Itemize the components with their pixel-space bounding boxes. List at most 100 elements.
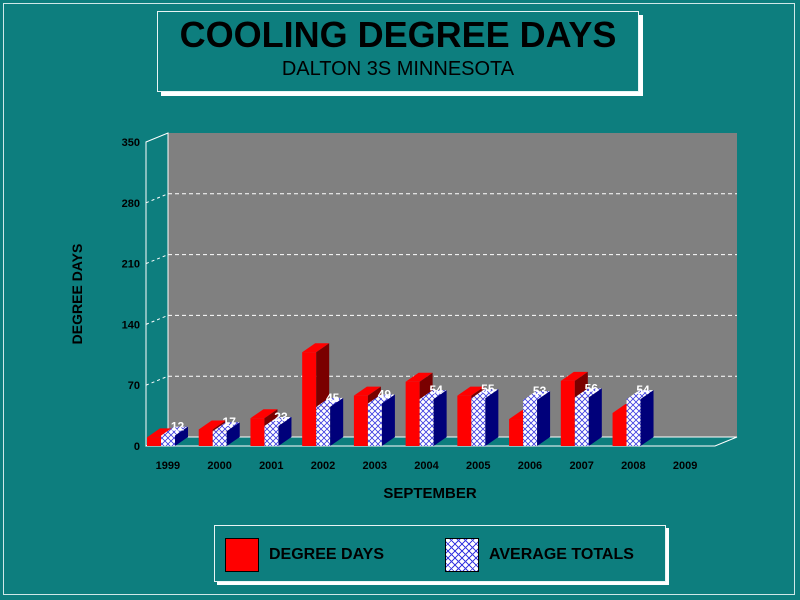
chart-title: COOLING DEGREE DAYS [179, 14, 617, 55]
y-tick-label: 280 [122, 198, 140, 210]
x-tick-label: 2006 [518, 460, 542, 472]
bar-degree-days-top [560, 371, 588, 381]
legend-swatch-degree-days [225, 538, 259, 572]
bar-average-totals-top [523, 390, 551, 400]
chart-subtitle: DALTON 3S MINNESOTA [281, 58, 515, 80]
bar-average-totals [419, 390, 447, 446]
bar-average-totals [574, 388, 602, 446]
bar-average-totals-front [419, 399, 434, 446]
bar-average-totals-front [574, 397, 589, 446]
bar-average-totals [626, 390, 654, 446]
bar-degree-days-front [405, 381, 420, 446]
bar-degree-days-front [198, 429, 213, 446]
bar-degree-days-top [302, 343, 330, 353]
axes-layer: 0 70 140 210 280 350 DEGREE DAYS SEPTEMBER 1999 2… [69, 137, 697, 502]
bar-average-totals-side [537, 390, 551, 446]
bar-average-totals-top [419, 390, 447, 400]
x-tick-label: 2002 [311, 460, 335, 472]
bar-average-totals-top [574, 388, 602, 398]
bar-degree-days-top [405, 372, 433, 382]
bar-average-totals [212, 422, 240, 446]
plot-side-wall [145, 132, 169, 447]
x-tick-label: 2003 [363, 460, 387, 472]
bar-average-totals-top [471, 389, 499, 399]
bar-average-totals-front [264, 426, 279, 446]
title-box: COOLING DEGREE DAYS DALTON 3S MINNESOTA [157, 11, 639, 92]
bar-average-totals-top [212, 422, 240, 432]
y-axis-label: DEGREE DAYS [69, 244, 85, 345]
data-label-average-totals: 54 [429, 383, 443, 397]
bar-average-totals-top [367, 394, 395, 404]
x-tick-label: 1999 [156, 460, 180, 472]
bar-average-totals-front [523, 399, 538, 446]
bar-average-totals-side [485, 389, 499, 446]
bar-degree-days-top [353, 386, 381, 396]
bar-degree-days-top [147, 428, 174, 438]
bar-average-totals-side [175, 426, 188, 446]
data-label-average-totals: 53 [533, 384, 547, 398]
bar-average-totals [316, 397, 344, 446]
bar-degree-days-top [457, 386, 485, 396]
bar-average-totals-side [226, 422, 240, 446]
bar-degree-days-front [302, 352, 317, 446]
legend: DEGREE DAYS AVERAGE TOTALS [214, 525, 666, 582]
legend-label-degree-days: DEGREE DAYS [269, 546, 384, 563]
bar-degree-days-front [147, 437, 161, 446]
bar-degree-days-front [560, 380, 575, 446]
bar-degree-days-top [198, 420, 226, 430]
x-tick-label: 2001 [259, 460, 283, 472]
bar-average-totals-front [316, 406, 331, 446]
bar-average-totals-front [626, 399, 641, 446]
data-label-average-totals: 56 [585, 381, 599, 395]
bar-average-totals [264, 417, 292, 446]
bar-degree-days-top [250, 409, 278, 419]
bar-average-totals-side [278, 417, 292, 446]
bar-average-totals [471, 389, 499, 446]
x-tick-label: 2009 [673, 460, 697, 472]
bar-degree-days-front [353, 395, 368, 446]
x-tick-label: 2007 [569, 460, 593, 472]
x-tick-label: 2005 [466, 460, 490, 472]
data-label-average-totals: 17 [223, 415, 237, 429]
y-tick-label: 140 [122, 319, 140, 331]
x-tick-label: 2008 [621, 460, 645, 472]
bar-degree-days-front [612, 412, 627, 446]
bar-average-totals-front [161, 435, 175, 446]
bar-average-totals-side [381, 394, 395, 446]
data-label-average-totals: 12 [171, 420, 185, 434]
data-label-average-totals: 45 [326, 391, 340, 405]
labels-layer: 12 17 23 45 49 54 55 53 56 54 [171, 381, 650, 433]
y-tick-label: 210 [122, 259, 140, 271]
gridline-side [145, 193, 169, 204]
bar-average-totals-side [588, 388, 602, 446]
legend-label-average-totals: AVERAGE TOTALS [489, 546, 634, 563]
data-label-average-totals: 23 [274, 410, 288, 424]
legend-swatch-average-totals [445, 538, 479, 572]
x-tick-label: 2000 [207, 460, 231, 472]
bars-layer [147, 343, 654, 446]
bar-average-totals-top [161, 426, 188, 436]
bar-average-totals [161, 426, 188, 446]
data-label-average-totals: 54 [636, 383, 650, 397]
y-tick-label: 70 [128, 380, 140, 392]
bar-average-totals-front [367, 403, 382, 446]
x-tick-label: 2004 [414, 460, 439, 472]
bar-average-totals-side [433, 390, 447, 446]
bar-degree-days-front [509, 419, 524, 446]
plot-back-wall [168, 133, 737, 437]
x-axis-label: SEPTEMBER [383, 485, 477, 502]
bar-degree-days-front [457, 395, 472, 446]
data-label-average-totals: 49 [378, 387, 392, 401]
bar-average-totals-side [330, 397, 344, 446]
bar-average-totals-side [640, 390, 654, 446]
bar-average-totals-top [264, 417, 292, 427]
gridline-side [145, 314, 169, 325]
chart-frame [3, 3, 795, 595]
gridline-layer [145, 193, 737, 386]
y-tick-label: 350 [122, 137, 140, 149]
bar-degree-days-front [250, 418, 265, 446]
data-label-average-totals: 55 [481, 382, 495, 396]
gridline-side [145, 375, 169, 386]
bar-average-totals-top [626, 390, 654, 400]
